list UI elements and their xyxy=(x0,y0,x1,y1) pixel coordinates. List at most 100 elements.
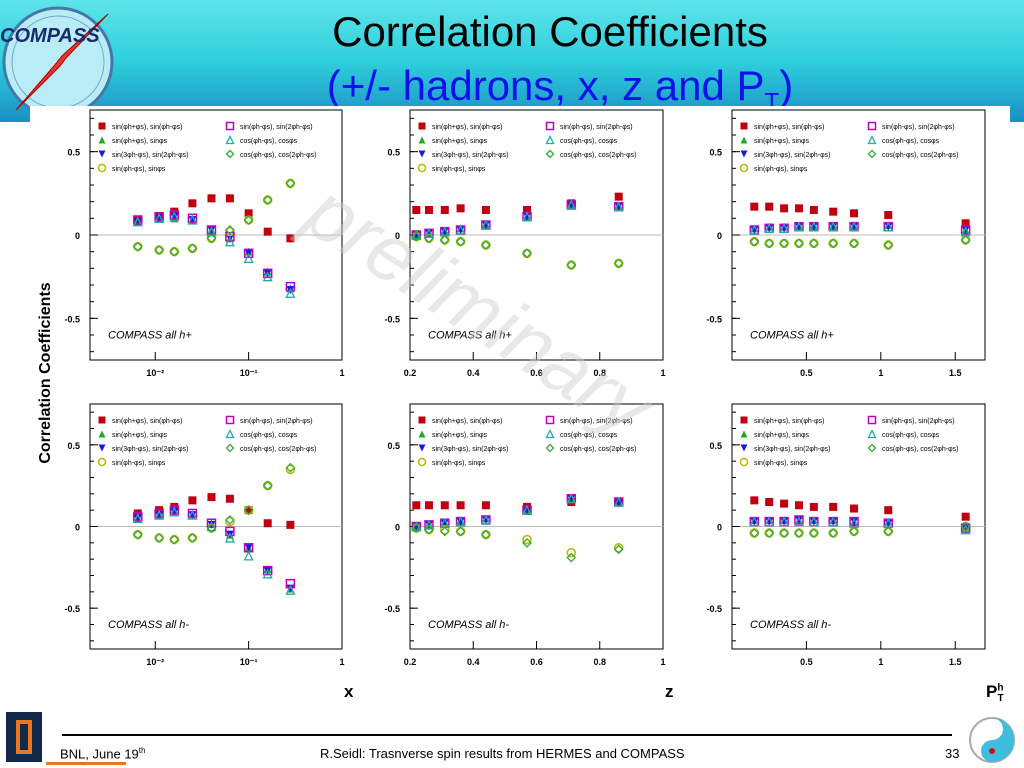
x-tick-label: 10⁻¹ xyxy=(240,657,258,667)
data-point xyxy=(614,192,623,201)
panel-annotation: COMPASS all h- xyxy=(108,619,189,631)
x-tick-label: 1 xyxy=(660,657,665,667)
legend-label: sin(φh-φs), sin(2φh-φs) xyxy=(240,124,313,131)
data-point xyxy=(155,511,164,520)
legend-label: sin(φh+φs), sinφs xyxy=(432,432,488,439)
legend-label: sin(φh-φs), sinφs xyxy=(112,166,166,173)
data-point xyxy=(829,207,838,216)
legend-marker xyxy=(98,430,106,438)
x-tick-label: 0.5 xyxy=(800,368,813,378)
legend-label: cos(φh-φs), cosφs xyxy=(240,432,298,439)
data-point xyxy=(187,533,198,543)
legend-marker xyxy=(739,163,749,173)
legend-marker xyxy=(418,122,426,130)
data-point xyxy=(750,496,759,505)
data-point xyxy=(207,194,216,203)
data-point xyxy=(961,219,970,228)
data-point xyxy=(522,248,532,259)
data-point xyxy=(188,511,197,520)
legend-marker xyxy=(740,444,748,452)
data-point xyxy=(794,515,803,524)
data-point xyxy=(480,219,491,230)
data-point xyxy=(828,528,839,538)
legend-label: sin(φh-φs), sin(2φh-φs) xyxy=(882,418,955,425)
legend-label: sin(φh+φs), sinφs xyxy=(432,138,488,145)
data-point xyxy=(224,236,235,247)
data-point xyxy=(794,515,804,525)
data-point xyxy=(764,222,775,233)
data-point xyxy=(263,227,272,236)
legend-label: sin(φh-φs), sinφs xyxy=(754,460,808,467)
legend-marker xyxy=(740,150,748,158)
data-point xyxy=(262,480,273,491)
data-point xyxy=(613,496,624,507)
data-point xyxy=(170,507,179,516)
data-point xyxy=(132,529,143,540)
x-tick-label: 1 xyxy=(339,368,344,378)
data-point xyxy=(188,199,197,208)
panel-pt_neg: 0.5 0 -0.5 0.5 1 1.5 COMPASS all h-sin(φh+φs),… xyxy=(706,403,986,667)
legend-marker xyxy=(418,150,426,158)
y-tick-label: -0.5 xyxy=(384,604,400,614)
legend-label: sin(φh+φs), sin(φh-φs) xyxy=(432,418,502,425)
data-point xyxy=(960,524,971,535)
data-point xyxy=(206,518,217,528)
data-point xyxy=(779,222,790,233)
legend-marker xyxy=(740,430,748,438)
data-point xyxy=(262,568,273,579)
data-point xyxy=(750,517,759,526)
data-point xyxy=(154,211,164,222)
data-point xyxy=(480,240,491,250)
data-point xyxy=(481,515,490,524)
data-point xyxy=(133,514,142,523)
legend-marker xyxy=(545,429,555,439)
data-point xyxy=(154,508,164,519)
data-point xyxy=(849,516,859,527)
data-point xyxy=(244,506,253,515)
data-point xyxy=(206,523,217,534)
data-point xyxy=(285,578,296,589)
data-point xyxy=(828,238,839,249)
data-point xyxy=(960,523,971,533)
data-point xyxy=(613,201,624,212)
data-point xyxy=(779,238,790,249)
x-tick-label: 10⁻² xyxy=(146,368,164,378)
x-tick-label: 0.6 xyxy=(530,368,543,378)
svg-text:Correlation Coefficients: Correlation Coefficients xyxy=(37,282,54,463)
data-point xyxy=(243,215,254,225)
data-point xyxy=(828,221,839,232)
data-point xyxy=(884,211,893,219)
data-point xyxy=(765,224,774,233)
data-point xyxy=(285,462,296,473)
data-point xyxy=(187,508,198,519)
legend-marker xyxy=(98,150,106,158)
data-point xyxy=(133,215,143,225)
legend-label: sin(φh+φs), sin(φh-φs) xyxy=(754,418,824,425)
data-point xyxy=(424,229,433,238)
slide-header: COMPASS Correlation Coefficients (+/- ha… xyxy=(0,0,1024,122)
legend-marker xyxy=(418,136,426,144)
footer-accent xyxy=(46,762,126,765)
data-point xyxy=(794,501,803,510)
data-point xyxy=(424,206,433,214)
data-point xyxy=(749,528,760,538)
y-tick-label: -0.5 xyxy=(706,604,722,614)
y-tick-label: 0.5 xyxy=(67,148,80,158)
data-point xyxy=(456,204,465,213)
data-point xyxy=(780,499,789,508)
legend-label: sin(φh-φs), sin(2φh-φs) xyxy=(240,418,313,425)
data-point xyxy=(440,519,449,528)
legend-marker xyxy=(867,149,877,159)
data-point xyxy=(455,224,466,235)
data-point xyxy=(456,226,465,234)
legend-label: cos(φh-φs), cos(2φh-φs) xyxy=(560,152,637,159)
data-point xyxy=(613,542,624,553)
legend-marker xyxy=(225,429,235,439)
data-point xyxy=(794,238,804,249)
legend-label: cos(φh-φs), cos(2φh-φs) xyxy=(560,446,637,453)
data-point xyxy=(566,552,577,563)
legend-label: sin(φh-φs), sinφs xyxy=(754,166,808,173)
data-point xyxy=(480,514,491,525)
data-point xyxy=(244,543,253,552)
y-tick-label: -0.5 xyxy=(706,314,722,324)
